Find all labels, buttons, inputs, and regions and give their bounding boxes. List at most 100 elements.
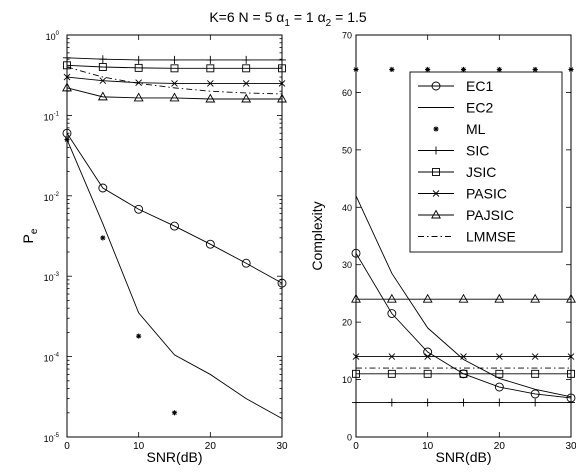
complexity-chart: 0 10 20 30 0 10 20 30 40 50 60 70 SNR(dB) Complexity E… (309, 31, 576, 466)
series-pajsic (351, 293, 576, 303)
series-ec2 (66, 139, 283, 419)
data-point-pajsic (530, 293, 541, 303)
x-axis-label: SNR(dB) (435, 449, 491, 465)
data-point-ec1 (205, 239, 215, 249)
data-point-jsic (352, 369, 360, 378)
legend-label: JSIC (466, 164, 496, 180)
data-point-ec1 (277, 278, 287, 288)
data-point-pasic (135, 79, 142, 87)
data-point-pasic (278, 80, 286, 87)
data-point-ec1 (387, 309, 397, 318)
data-point-sic (242, 55, 251, 64)
data-point-ml (496, 66, 502, 73)
data-point-jsic (63, 61, 71, 70)
data-point-jsic (98, 63, 107, 71)
legend-label: EC2 (466, 100, 493, 116)
y-tick-label: 0 (347, 433, 352, 443)
title-prefix: K=6 N = 5 (209, 9, 276, 25)
series-ec2 (355, 195, 572, 398)
data-point-jsic (242, 64, 251, 73)
data-point-ml (389, 66, 395, 73)
figure-title: K=6 N = 5 α1 = 1 α2 = 1.5 (209, 9, 367, 29)
legend-marker (431, 209, 441, 219)
data-point-ec1 (530, 389, 540, 399)
x-tick-label: 30 (276, 441, 288, 452)
data-point-sic (387, 398, 396, 407)
data-point-jsic (170, 64, 179, 73)
data-point-sic (459, 398, 468, 407)
data-point-pajsic (205, 93, 216, 103)
series-pasic (63, 73, 286, 87)
legend-entry-ec1: EC1 (418, 78, 493, 94)
y-tick-label: 50 (342, 145, 352, 155)
data-point-pasic (207, 80, 214, 87)
y-tick-label: 10-2 (44, 192, 60, 203)
legend-label: EC1 (466, 78, 493, 94)
data-point-pasic (352, 353, 360, 360)
legend-entry-sic: SIC (418, 143, 489, 159)
y-tick-label: 60 (342, 88, 352, 98)
x-tick-label: 30 (565, 441, 576, 452)
data-point-pajsic (422, 293, 433, 303)
series-ml (64, 137, 178, 416)
legend-label: PAJSIC (466, 207, 514, 223)
series-pasic (352, 353, 575, 360)
data-point-ec1 (241, 258, 251, 268)
legend-marker (433, 126, 439, 132)
data-point-pajsic (566, 293, 576, 303)
data-point-sic (278, 55, 286, 64)
alpha1-symbol: α (276, 9, 284, 25)
data-point-jsic (459, 369, 468, 378)
data-point-jsic (278, 64, 286, 73)
data-point-sic (170, 55, 179, 64)
axes-frame-1 (355, 34, 572, 438)
y-axis-label: Complexity (309, 201, 325, 270)
data-point-ml (425, 66, 431, 73)
alpha2-value: = 1.5 (331, 9, 367, 25)
data-point-ml (171, 410, 178, 416)
data-point-pasic (99, 77, 107, 85)
y-tick-label: 10-4 (44, 353, 60, 364)
data-point-pajsic (494, 293, 505, 303)
data-point-pasic (171, 80, 178, 87)
data-point-pasic (242, 80, 250, 87)
legend-marker (432, 168, 440, 176)
legend-entry-lmmse: LMMSE (418, 229, 516, 245)
x-tick-label: 20 (494, 441, 506, 452)
data-point-sic (495, 398, 504, 407)
data-point-ec1 (134, 204, 144, 214)
data-point-pajsic (351, 293, 361, 303)
data-point-sic (206, 55, 215, 64)
legend: EC1 EC2 ML SIC JSIC PASIC PAJSIC LMMSE (409, 71, 563, 253)
data-point-ml (64, 137, 70, 143)
data-point-pajsic (62, 82, 72, 92)
series-ml (353, 66, 574, 73)
data-point-pajsic (241, 93, 252, 103)
data-point-ml (136, 333, 142, 339)
series-pajsic (62, 82, 287, 103)
data-point-sic (531, 398, 540, 407)
legend-label: LMMSE (466, 229, 516, 245)
series-line-pajsic (66, 87, 282, 100)
series-jsic (63, 61, 286, 73)
series-ec1 (351, 248, 576, 403)
data-point-ml (568, 66, 574, 73)
data-point-jsic (495, 369, 504, 378)
legend-entry-ec2: EC2 (418, 100, 493, 116)
x-tick-label: 10 (422, 441, 434, 452)
y-tick-label: 10-5 (44, 433, 60, 444)
x-tick-label: 10 (133, 441, 145, 452)
alpha1-subscript: 1 (284, 18, 290, 29)
series-lmmse (66, 66, 283, 95)
data-point-jsic (531, 369, 540, 378)
legend-entry-jsic: JSIC (418, 164, 496, 180)
legend-marker (432, 146, 440, 155)
legend-label: PASIC (466, 186, 507, 202)
data-point-pasic (424, 353, 431, 360)
legend-marker (432, 190, 440, 197)
data-point-jsic (134, 63, 143, 72)
x-axis-label: SNR(dB) (146, 449, 202, 465)
data-point-pajsic (277, 93, 287, 103)
y-tick-label: 40 (342, 203, 352, 213)
